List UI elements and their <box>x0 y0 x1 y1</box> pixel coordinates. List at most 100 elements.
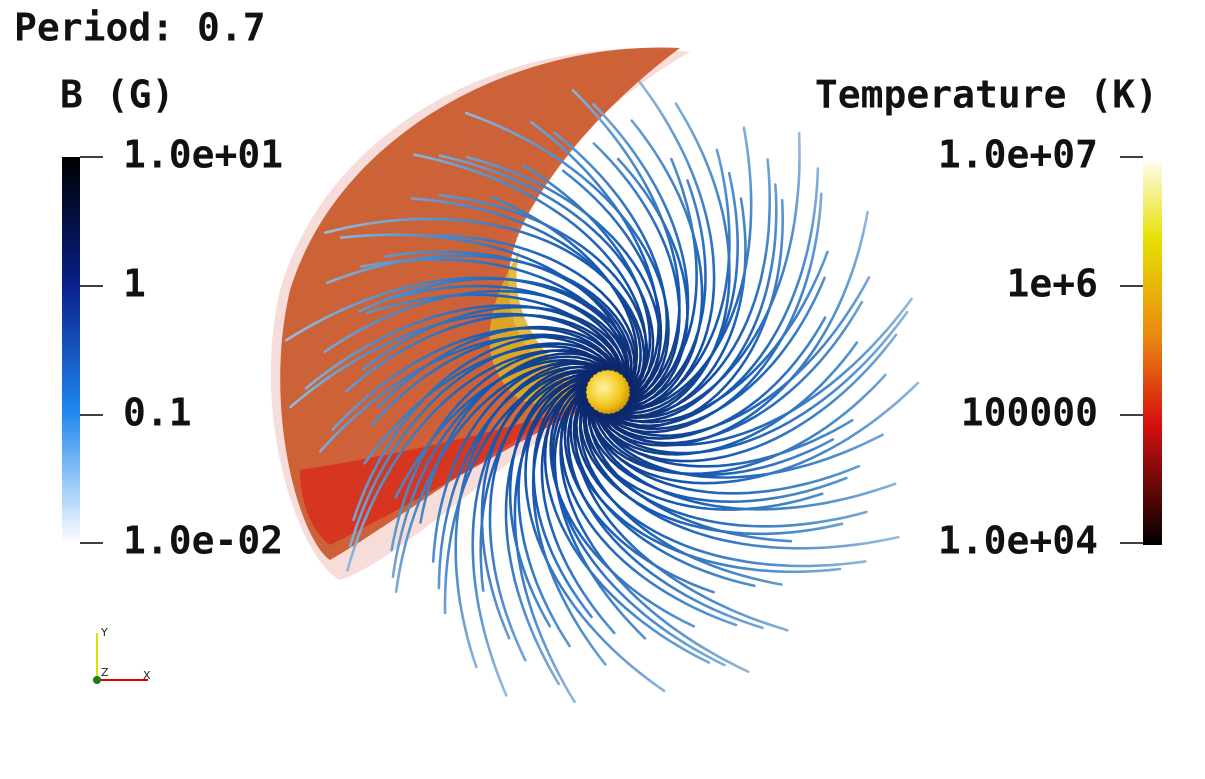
field-line <box>524 374 666 693</box>
field-line <box>304 304 624 390</box>
field-line <box>609 119 704 411</box>
field-line <box>504 375 604 686</box>
colorbar-ticks: 1.0e+01 1 0.1 1.0e-02 <box>80 133 283 563</box>
axes-triad: Y Z X <box>93 626 151 684</box>
field-line <box>363 344 616 465</box>
field-line <box>388 284 626 389</box>
field-line <box>609 80 716 412</box>
field-line <box>610 157 689 410</box>
field-line <box>531 380 607 666</box>
field-line <box>471 369 609 697</box>
field-line <box>604 102 731 418</box>
colorbar-label: 1.0e+04 <box>938 519 1098 563</box>
field-line <box>339 233 629 390</box>
field-line <box>586 392 848 504</box>
field-line <box>352 335 621 522</box>
field-line <box>411 197 642 397</box>
field-line <box>561 169 663 402</box>
colorbar-title: B (G) <box>60 73 174 117</box>
field-line <box>582 389 824 511</box>
field-line <box>437 365 610 590</box>
field-line <box>595 210 869 447</box>
field-line <box>572 386 756 588</box>
field-line <box>465 155 662 404</box>
field-line <box>430 234 638 396</box>
colorbar-label: 1.0e+07 <box>938 133 1098 177</box>
field-line <box>513 379 601 704</box>
field-line <box>522 164 652 398</box>
field-line <box>551 381 726 667</box>
field-line <box>438 154 655 401</box>
field-line <box>438 194 649 400</box>
title: Period: 0.7 <box>14 6 266 50</box>
field-line <box>582 391 900 550</box>
field-line <box>454 362 613 669</box>
field-line <box>589 373 887 476</box>
colorbar-ticks: 1.0e+07 1e+6 100000 1.0e+04 <box>938 133 1143 563</box>
field-line <box>289 312 620 409</box>
field-line <box>319 335 617 453</box>
field-line <box>601 276 871 438</box>
field-line <box>488 370 608 662</box>
field-line <box>592 102 690 407</box>
field-line <box>589 381 920 485</box>
field-line <box>419 352 617 524</box>
field-line <box>480 365 612 640</box>
field-line <box>431 360 613 563</box>
field-line <box>344 313 624 393</box>
field-line <box>606 250 829 424</box>
field-line <box>566 385 764 630</box>
field-line <box>597 310 909 455</box>
field-line <box>394 358 611 499</box>
field-line <box>285 276 631 392</box>
colorbar-title: Temperature (K) <box>815 73 1158 117</box>
field-line <box>571 88 681 403</box>
colorbar <box>1143 163 1162 545</box>
field-line <box>549 379 696 628</box>
field-line <box>594 333 898 463</box>
field-lines <box>285 80 920 704</box>
field-line <box>604 197 747 420</box>
field-line <box>598 316 827 440</box>
field-line <box>596 400 884 479</box>
colorbar-label: 1e+6 <box>1006 262 1098 306</box>
field-line <box>602 276 826 431</box>
field-line <box>348 342 619 548</box>
field-line <box>384 250 633 393</box>
field-line <box>590 396 897 511</box>
field-line <box>532 377 603 619</box>
field-line <box>587 395 793 543</box>
colorbar-label: 1 <box>123 262 146 306</box>
field-line <box>599 192 823 434</box>
field-line <box>569 383 842 574</box>
field-line <box>553 384 647 640</box>
field-line <box>331 326 620 431</box>
field-line <box>600 198 785 429</box>
field-line <box>607 131 801 419</box>
colorbar-label: 1.0e+01 <box>123 133 283 177</box>
colorbar-label: 0.1 <box>123 391 192 435</box>
field-line <box>603 183 778 423</box>
field-line <box>508 372 607 628</box>
field-line <box>592 142 681 406</box>
field-line <box>361 305 627 391</box>
field-line <box>323 289 630 392</box>
field-line <box>598 300 864 445</box>
field-line <box>324 217 646 400</box>
field-line <box>611 126 753 411</box>
field-line <box>464 111 670 405</box>
field-line <box>543 379 711 664</box>
field-line <box>608 171 740 415</box>
axis-label: X <box>143 669 151 682</box>
field-line <box>578 390 783 586</box>
colorbar <box>62 157 80 543</box>
field-line <box>579 388 844 536</box>
field-line <box>390 348 618 552</box>
colorbar-label: 100000 <box>961 391 1098 435</box>
field-line <box>563 382 715 594</box>
field-line <box>575 387 867 568</box>
field-line <box>479 373 605 592</box>
field-line <box>595 341 859 456</box>
colorbar-label: 1.0e-02 <box>123 519 283 563</box>
